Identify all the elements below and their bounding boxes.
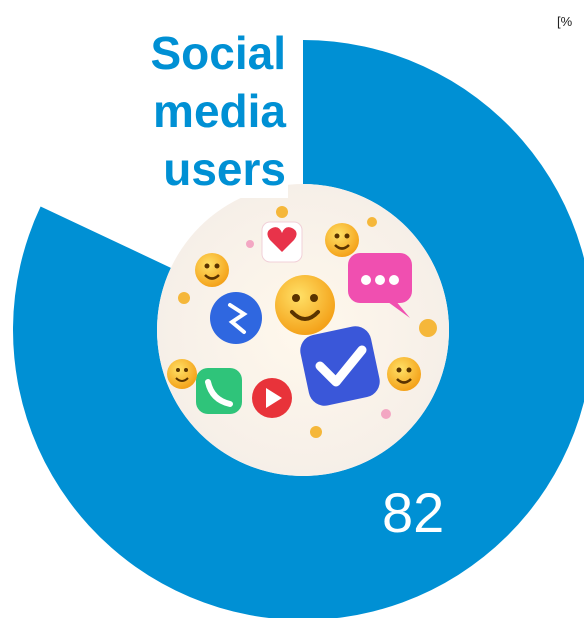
data-label-value: 82 — [382, 481, 445, 544]
unit-label: [% — [557, 14, 573, 29]
play-icon — [252, 378, 292, 418]
heart-icon — [261, 221, 303, 263]
title-line: Social — [150, 27, 286, 79]
lightning-icon — [210, 292, 262, 344]
title-line: media — [153, 85, 286, 137]
center-image — [157, 184, 449, 476]
check-badge-icon — [300, 326, 380, 406]
chat-bubble-icon — [348, 253, 412, 318]
phone-icon — [196, 368, 242, 414]
donut-segment-users — [13, 40, 584, 618]
chart-title: Social media users — [150, 24, 288, 198]
title-line: users — [163, 143, 286, 195]
smiley-icon — [167, 223, 421, 391]
